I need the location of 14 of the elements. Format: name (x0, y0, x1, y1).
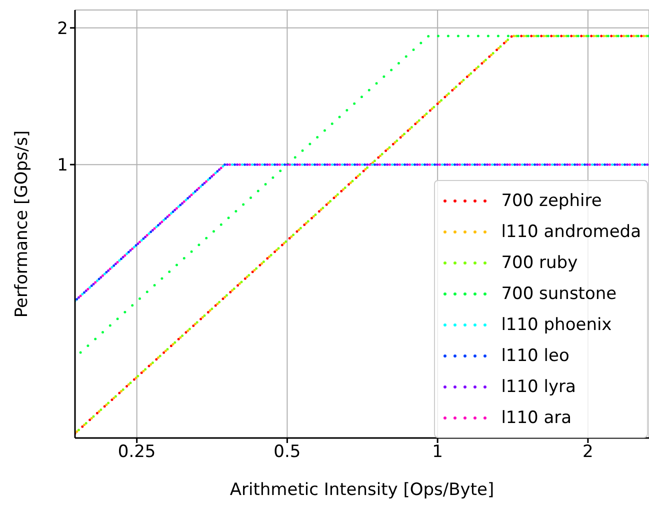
legend-label: 700 ruby (501, 252, 578, 272)
legend-label: l110 lyra (501, 376, 576, 396)
legend-label: 700 sunstone (501, 284, 617, 304)
x-tick-label: 0.5 (274, 442, 301, 462)
x-tick-label: 0.25 (118, 442, 156, 462)
x-axis-title: Arithmetic Intensity [Ops/Byte] (228, 480, 496, 500)
y-axis-title: Performance [GOps/s] (12, 130, 32, 318)
x-tick-label: 2 (582, 442, 594, 462)
legend-label: l110 andromeda (501, 222, 641, 242)
legend-label: l110 leo (501, 346, 570, 366)
x-tick-label: 1 (432, 442, 443, 462)
legend-label: l110 phoenix (501, 314, 612, 334)
legend-label: l110 ara (501, 408, 572, 428)
legend-label: 700 zephire (501, 190, 602, 210)
